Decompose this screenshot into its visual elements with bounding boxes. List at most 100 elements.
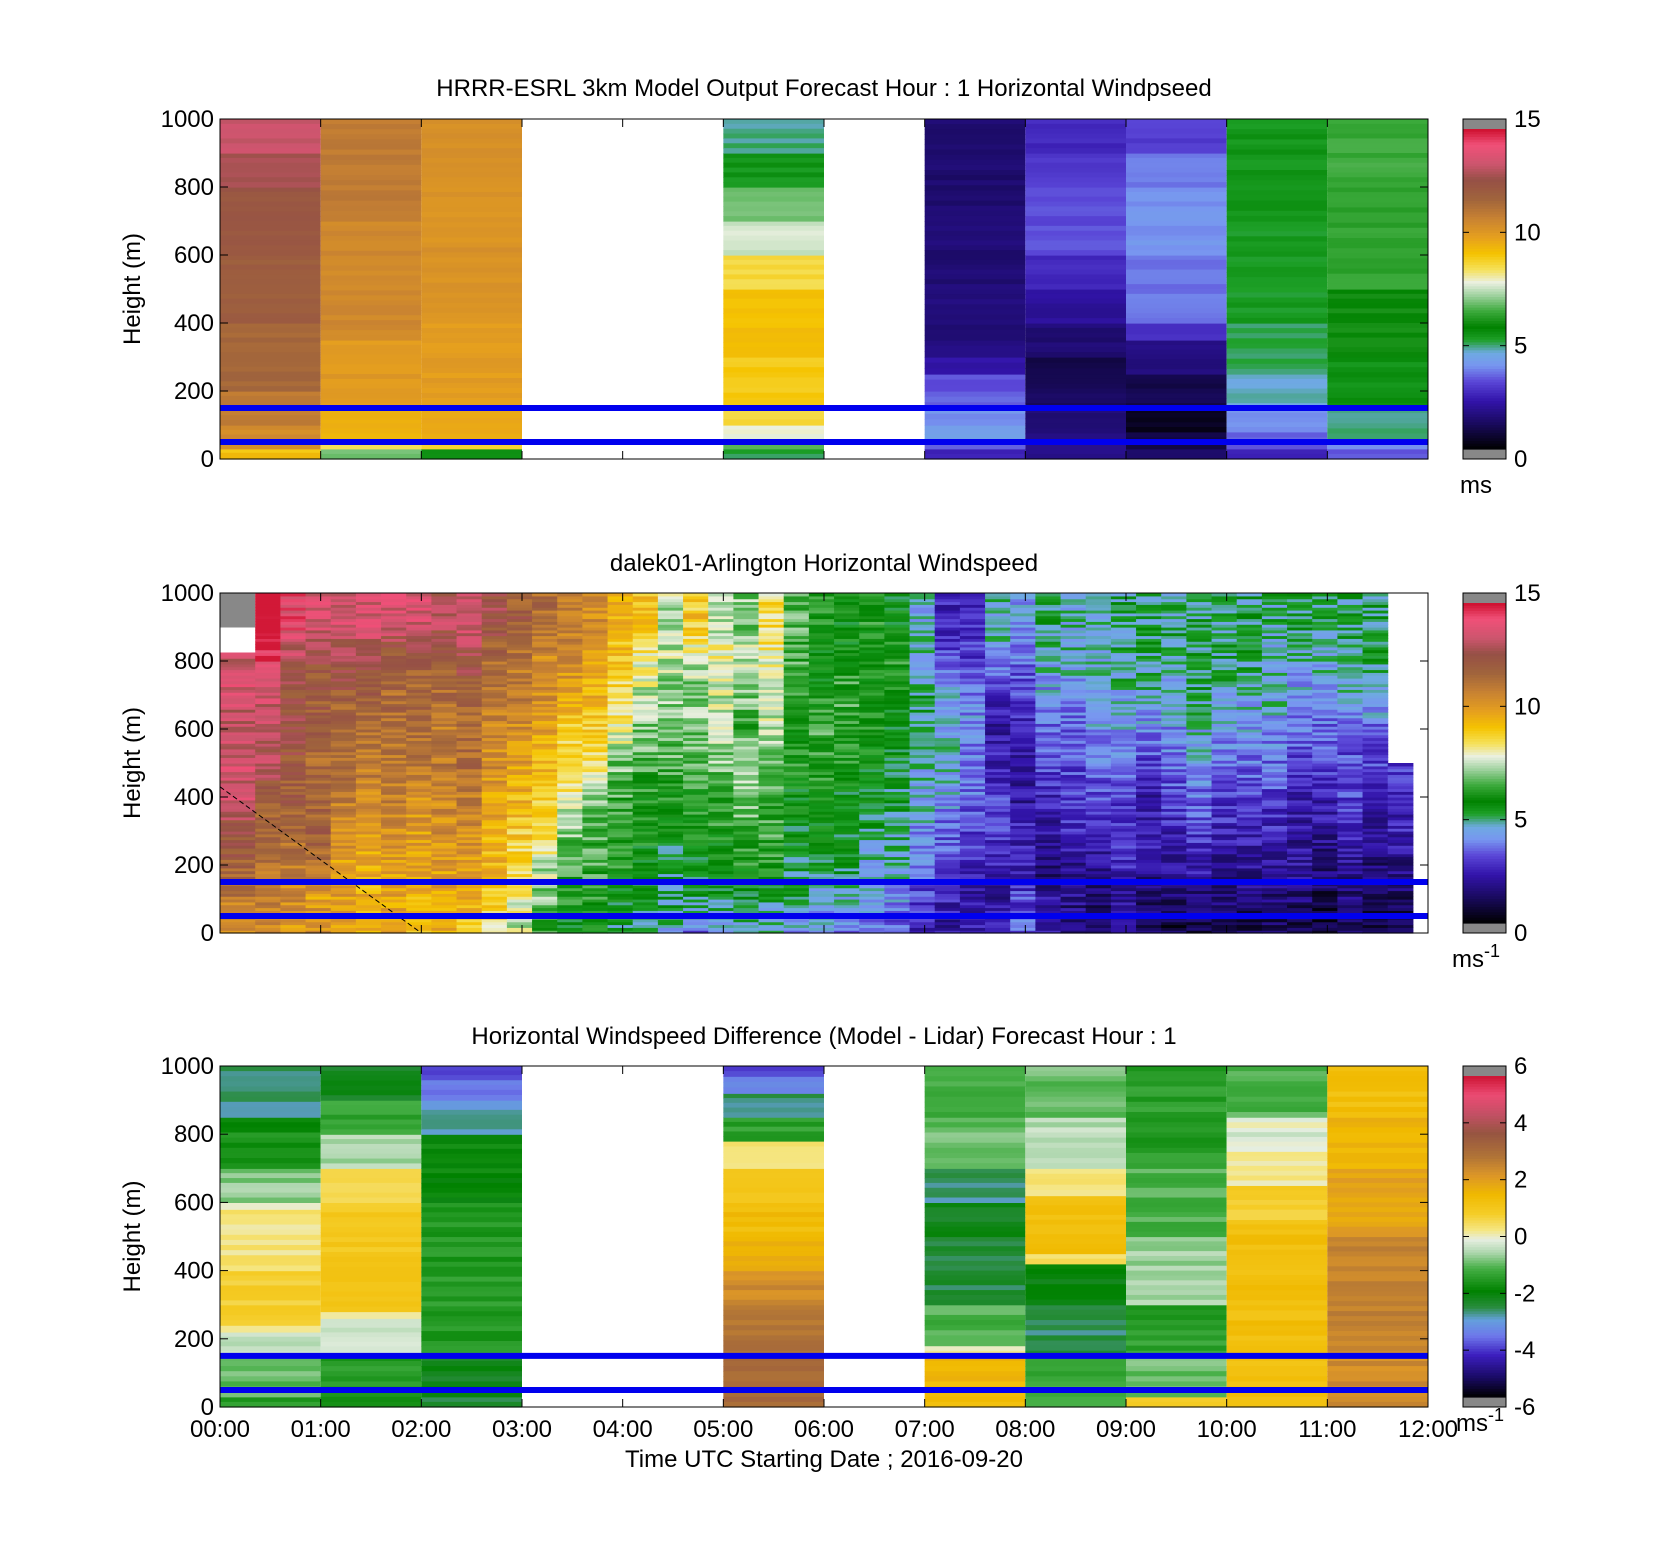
heat-cell	[924, 294, 1026, 300]
heat-cell	[934, 845, 961, 849]
heat-cell	[607, 612, 634, 617]
colorbar-swatch	[1463, 177, 1506, 181]
heat-cell	[255, 805, 281, 809]
heat-cell	[733, 621, 760, 625]
heat-cell	[909, 873, 936, 877]
heat-cell	[733, 884, 760, 889]
heat-cell	[657, 910, 684, 914]
heat-cell	[859, 712, 885, 716]
heat-cell	[834, 924, 860, 928]
heat-cell	[506, 709, 533, 713]
heat-cell	[456, 757, 483, 761]
heat-cell	[1025, 423, 1126, 429]
heat-cell	[355, 927, 382, 931]
heat-cell	[632, 601, 659, 605]
heat-cell	[783, 799, 810, 804]
heat-cell	[723, 201, 824, 208]
heat-cell	[632, 921, 659, 926]
heat-cell	[783, 726, 810, 730]
heat-cell	[305, 621, 332, 625]
heat-cell	[859, 887, 885, 892]
heat-cell	[723, 196, 824, 203]
heat-cell	[909, 825, 936, 829]
heat-cell	[305, 607, 332, 611]
heat-cell	[723, 157, 824, 164]
heat-cell	[1085, 794, 1112, 798]
heat-cell	[280, 604, 307, 608]
heat-cell	[280, 850, 307, 855]
heat-cell	[632, 930, 659, 934]
heat-cell	[431, 697, 458, 702]
heat-cell	[632, 839, 659, 843]
heat-cell	[431, 655, 458, 659]
heat-cell	[582, 788, 609, 792]
heat-cell	[532, 890, 558, 894]
heat-cell	[506, 901, 533, 906]
heat-cell	[859, 799, 885, 804]
heat-cell	[657, 757, 684, 761]
heat-cell	[330, 661, 357, 665]
heat-cell	[456, 610, 483, 614]
heat-cell	[421, 217, 522, 223]
heat-cell	[683, 686, 709, 690]
heat-cell	[355, 593, 382, 597]
heat-cell	[723, 119, 824, 125]
heat-cell	[557, 918, 583, 923]
heat-cell	[1060, 714, 1087, 719]
heat-cell	[632, 865, 659, 869]
heat-cell	[884, 797, 911, 801]
heat-cell	[406, 870, 432, 875]
heat-cell	[506, 610, 533, 614]
heat-cell	[607, 910, 634, 914]
heat-cell	[320, 175, 422, 181]
heat-cell	[582, 853, 609, 858]
heat-cell	[305, 814, 332, 818]
heat-cell	[456, 828, 483, 832]
heat-cell	[355, 709, 382, 713]
heat-cell	[884, 763, 911, 767]
heat-cell	[708, 890, 734, 894]
heat-cell	[733, 678, 760, 682]
heat-cell	[255, 865, 281, 869]
heat-cell	[1035, 635, 1062, 639]
heat-cell	[1010, 765, 1036, 770]
heat-cell	[985, 842, 1011, 846]
heat-cell	[431, 700, 458, 705]
heat-cell	[708, 743, 734, 747]
heat-cell	[381, 780, 407, 784]
heat-cell	[330, 618, 357, 622]
heat-cell	[657, 740, 684, 744]
heat-cell	[657, 615, 684, 620]
heat-cell	[506, 663, 533, 668]
heat-cell	[683, 635, 709, 639]
heat-cell	[220, 284, 321, 290]
heat-cell	[582, 921, 609, 926]
heat-cell	[532, 757, 558, 761]
heat-cell	[456, 683, 483, 688]
heat-cell	[481, 839, 508, 843]
heat-cell	[1126, 340, 1227, 346]
heat-cell	[959, 836, 986, 841]
heat-cell	[355, 842, 382, 846]
heat-cell	[255, 638, 281, 642]
heat-cell	[708, 661, 734, 665]
colorbar-swatch	[1463, 302, 1506, 306]
heat-cell	[1126, 298, 1227, 305]
heat-cell	[607, 899, 634, 903]
heat-cell	[783, 833, 810, 838]
heat-cell	[1327, 362, 1428, 368]
heat-cell	[406, 771, 432, 775]
heat-cell	[657, 870, 684, 875]
heat-cell	[909, 893, 936, 897]
heat-cell	[1085, 884, 1112, 889]
heat-cell	[859, 697, 885, 702]
heat-cell	[924, 259, 1026, 266]
heat-cell	[985, 930, 1011, 934]
heat-cell	[884, 709, 911, 713]
heat-cell	[834, 714, 860, 719]
heat-cell	[733, 785, 760, 790]
heat-cell	[456, 791, 483, 795]
heat-cell	[1085, 635, 1112, 639]
heat-cell	[255, 763, 281, 767]
heat-cell	[381, 794, 407, 798]
